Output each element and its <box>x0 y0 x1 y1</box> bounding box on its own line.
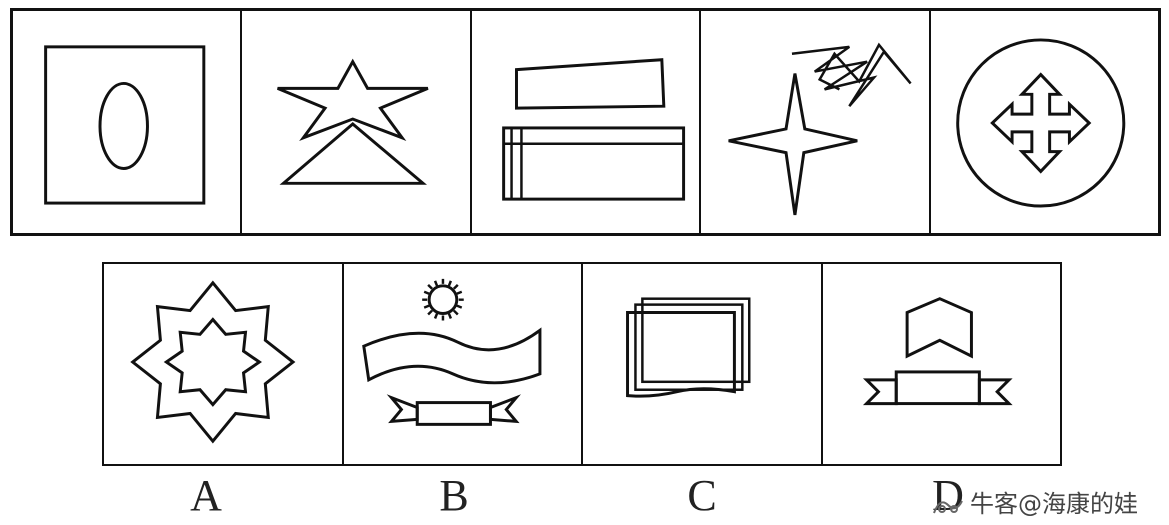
nowcoder-logo-icon <box>933 500 963 514</box>
option-b-figure[interactable] <box>344 264 583 464</box>
stacked-rectangles-icon <box>501 58 685 201</box>
option-d-label: D <box>932 471 964 520</box>
circle-with-cross-arrows-icon <box>955 38 1125 208</box>
nested-octagram-icon <box>130 280 296 444</box>
option-c-figure[interactable] <box>583 264 823 464</box>
square-with-oval-icon <box>44 45 206 205</box>
option-d-figure[interactable] <box>823 264 1061 464</box>
watermark: 牛客@海康的娃 <box>930 488 1138 520</box>
question-figure-5 <box>931 11 1158 233</box>
question-figure-3 <box>472 11 702 233</box>
four-point-star-with-scribble-icon <box>728 42 912 216</box>
star-over-triangle-icon <box>277 58 429 185</box>
options-row <box>102 262 1062 466</box>
option-a-label: A <box>190 471 222 520</box>
option-a-figure[interactable] <box>104 264 344 464</box>
option-c-label: C <box>687 471 717 520</box>
stacked-cards-icon <box>626 297 751 398</box>
question-row <box>10 8 1161 236</box>
chevron-ribbon-icon <box>862 297 1013 406</box>
option-b-label: B <box>439 471 469 520</box>
sun-wave-ribbon-icon <box>361 278 541 426</box>
question-figure-4 <box>701 11 931 233</box>
question-figure-1 <box>13 11 243 233</box>
question-figure-2 <box>242 11 472 233</box>
watermark-text: 牛客@海康的娃 <box>970 490 1138 518</box>
